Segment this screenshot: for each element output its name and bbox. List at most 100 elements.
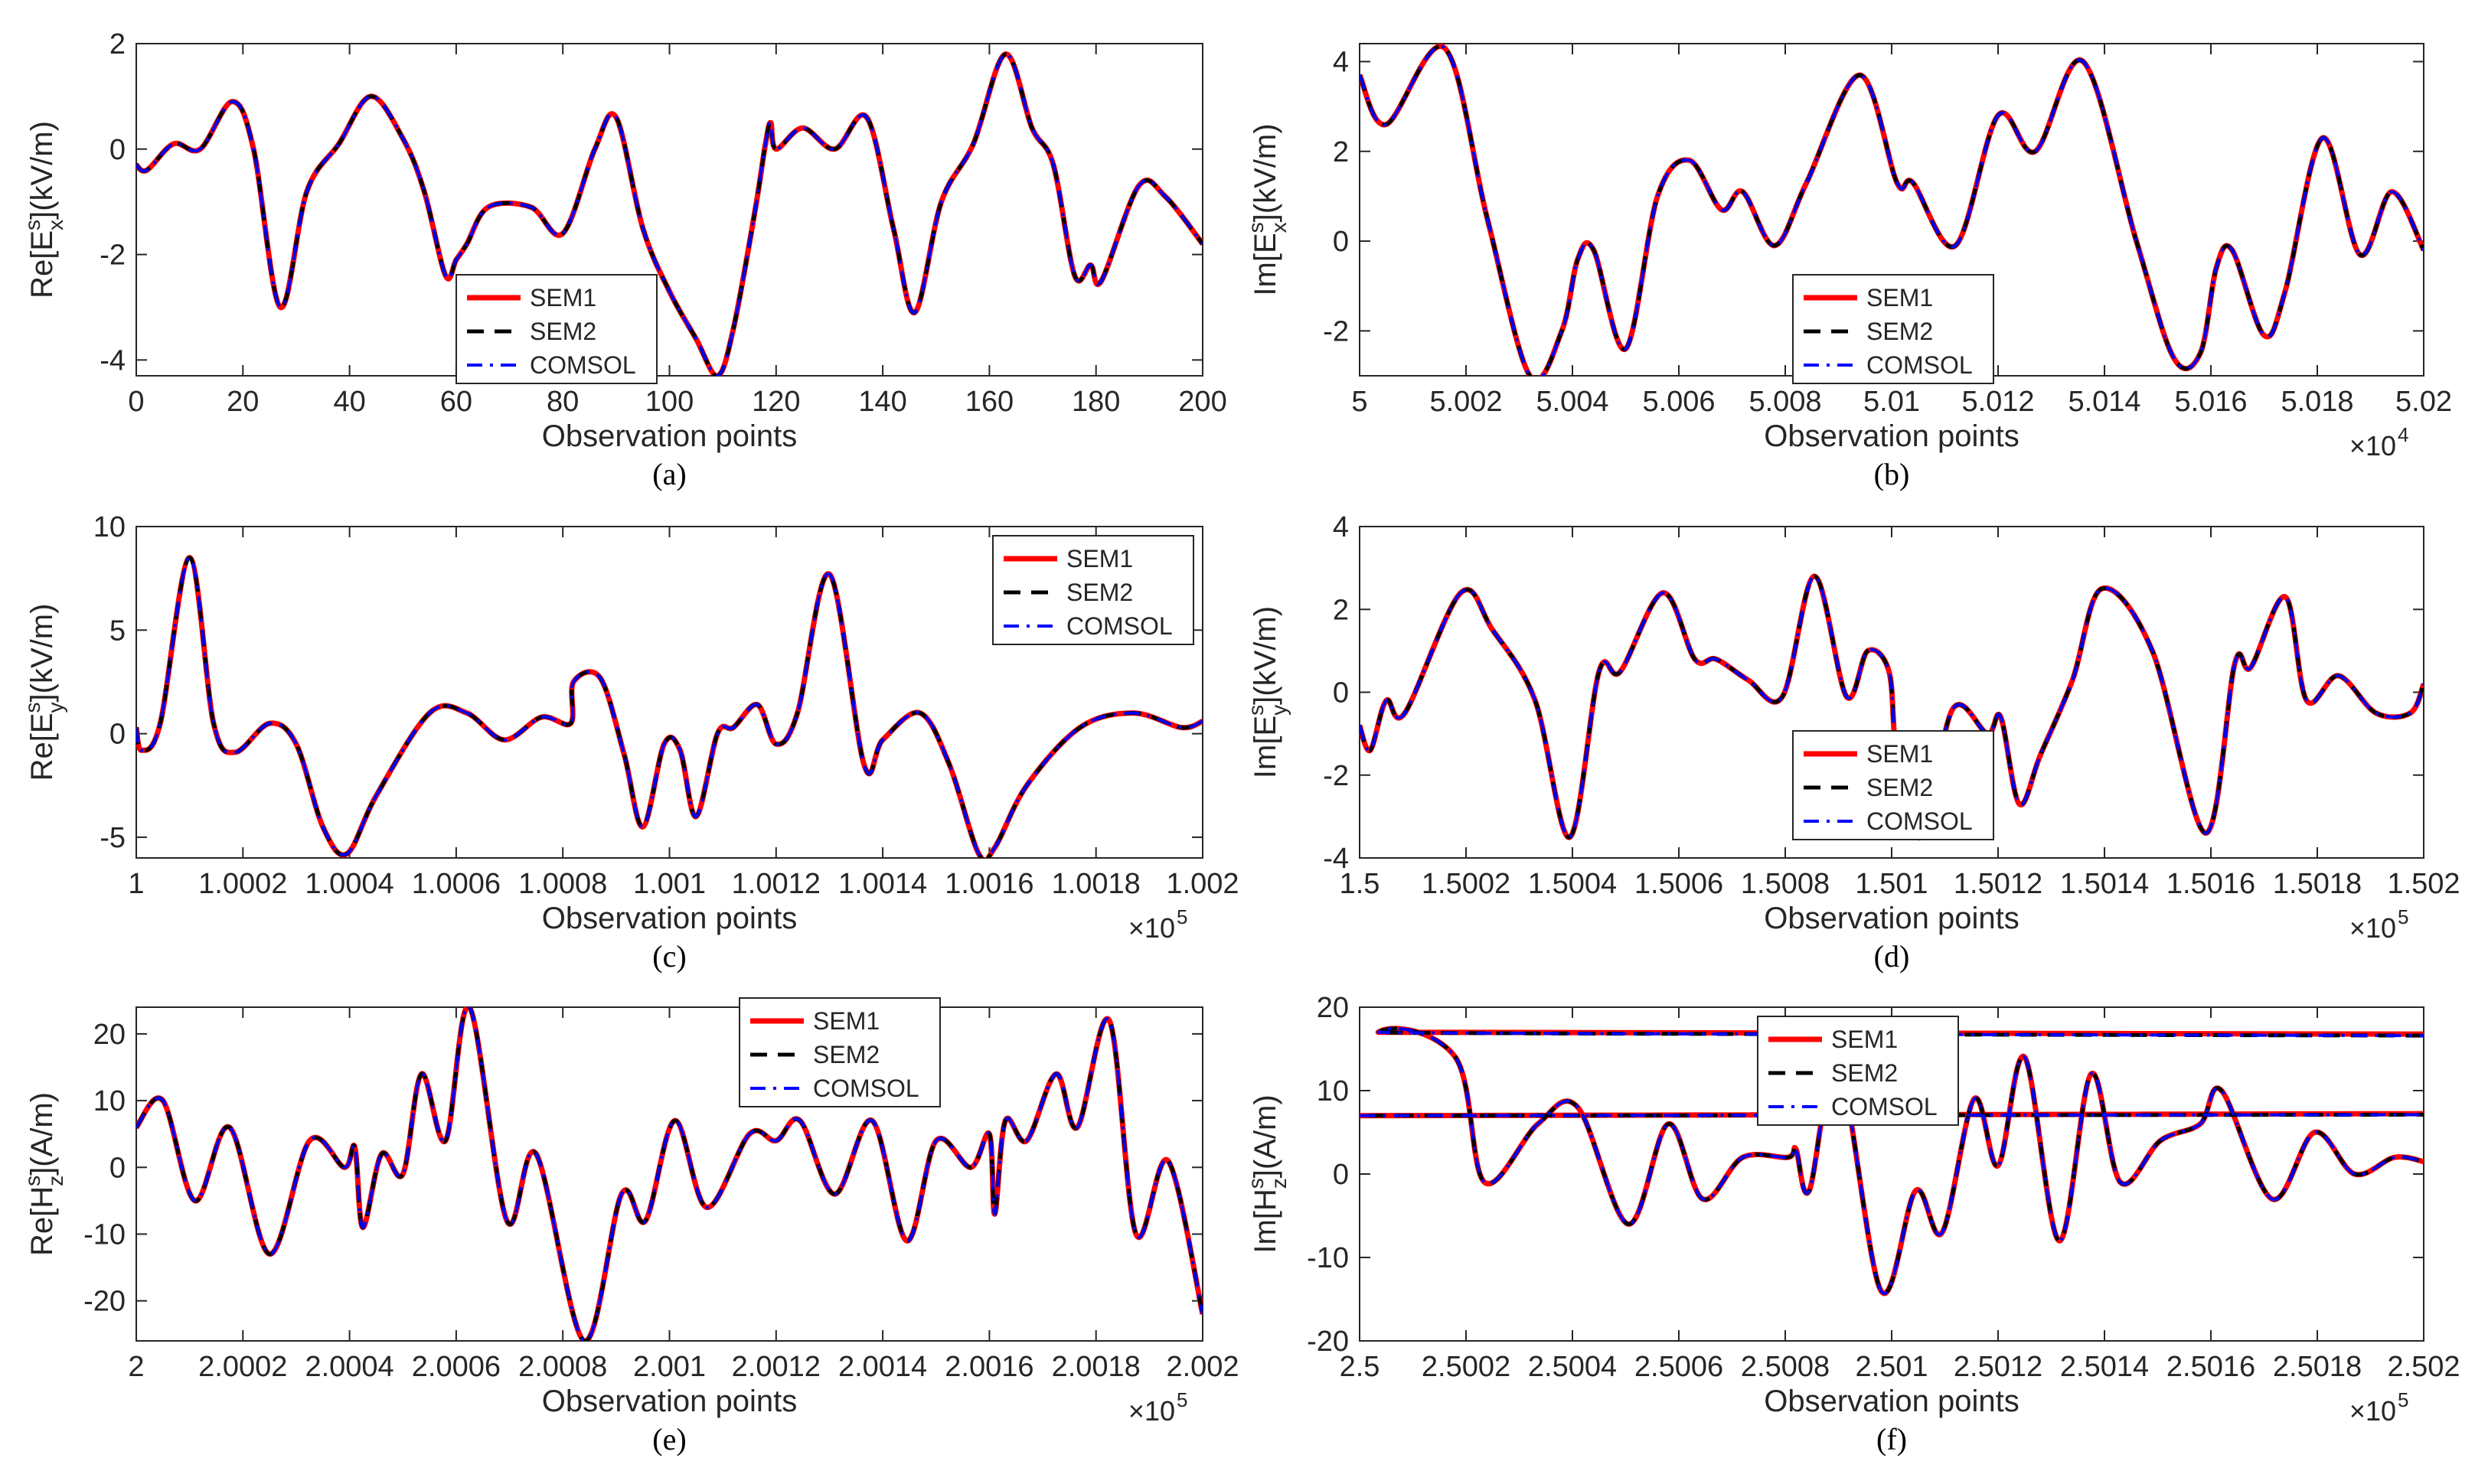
y-label-main: Im[H (1249, 1189, 1282, 1253)
panel-caption: (e) (652, 1422, 686, 1456)
x-tick-label: 1.5002 (1422, 868, 1510, 900)
legend-label: SEM2 (530, 318, 596, 345)
x-tick-label: 2.5006 (1634, 1351, 1723, 1383)
x-tick-label: 1.002 (1166, 868, 1239, 900)
y-label-sub: z (1267, 1178, 1291, 1189)
y-axis-label: Im[Hsz](A/m) (1244, 1094, 1291, 1253)
x-tick-label: 1.5 (1340, 868, 1380, 900)
x-tick-label: 2.0018 (1052, 1351, 1141, 1383)
y-tick-label: -4 (100, 344, 126, 377)
x-tick-label: 160 (965, 386, 1014, 418)
y-tick-label: 5 (109, 615, 126, 647)
panel-caption: (b) (1874, 457, 1910, 491)
legend-label: COMSOL (1066, 612, 1173, 640)
y-tick-label: 10 (93, 1085, 126, 1117)
panel-c: 1 1.0002 1.0004 1.0006 1.0008 1.001 1.0012 1.00… (21, 511, 1239, 974)
panel-caption: (d) (1874, 939, 1910, 974)
y-label-sub: y (44, 702, 67, 713)
x-tick-label: 1.0018 (1052, 868, 1141, 900)
x-tick-label: 1.5014 (2060, 868, 2149, 900)
y-label-sub: y (1267, 705, 1291, 716)
x-axis-label: Observation points (542, 902, 798, 935)
x-tick-label: 5.004 (1536, 386, 1608, 418)
x-multiplier: ×10 (1128, 1395, 1175, 1427)
y-tick-label: 0 (1333, 677, 1349, 709)
x-tick-label: 5.018 (2281, 386, 2353, 418)
y-tick-label: 10 (93, 511, 126, 543)
y-label-main: Im[E (1249, 716, 1282, 778)
y-axis-label: Re[Esx](kV/m) (21, 121, 67, 298)
y-tick-label: -10 (1307, 1242, 1349, 1274)
y-axis-label: Re[Esy](kV/m) (21, 604, 67, 781)
x-tick-label: 2.5008 (1741, 1351, 1830, 1383)
series-line-comsol (136, 1007, 1203, 1341)
legend-label: COMSOL (813, 1075, 919, 1102)
panel-caption: (a) (652, 457, 686, 491)
y-tick-label: 4 (1333, 511, 1349, 543)
x-tick-label: 2.502 (2387, 1351, 2460, 1383)
x-tick-label: 1.0012 (732, 868, 821, 900)
legend-label: COMSOL (1866, 351, 1973, 379)
y-label-main: Re[H (25, 1186, 59, 1256)
x-tick-label: 1.5016 (2166, 868, 2255, 900)
legend-box (455, 274, 658, 384)
x-tick-label: 100 (645, 386, 694, 418)
x-tick-label: 20 (227, 386, 259, 418)
y-label-sup: s (1244, 705, 1268, 716)
y-label-main: Re[E (25, 713, 59, 781)
y-label-tail: ](A/m) (25, 1092, 59, 1176)
legend-box (1792, 274, 1994, 384)
x-tick-label: 40 (333, 386, 365, 418)
x-tick-label: 80 (547, 386, 579, 418)
series-line-sem2 (1360, 44, 2424, 376)
x-tick-label: 2.5004 (1528, 1351, 1617, 1383)
y-tick-label: -10 (83, 1218, 126, 1251)
x-multiplier-exponent: 5 (1177, 1388, 1187, 1411)
y-label-tail: ](kV/m) (1249, 606, 1282, 705)
y-tick-label: 10 (1317, 1075, 1349, 1107)
y-tick-label: -2 (1323, 315, 1349, 347)
panel-f: 2.5 2.5002 2.5004 2.5006 2.5008 2.501 2.5012 2.… (1244, 992, 2460, 1456)
x-tick-label: 5.01 (1863, 386, 1920, 418)
legend-box (992, 535, 1194, 645)
x-axis-label: Observation points (1764, 902, 2020, 935)
y-tick-label: -20 (83, 1286, 126, 1318)
series-line-comsol (1360, 44, 2424, 376)
x-tick-label: 5.014 (2068, 386, 2140, 418)
y-label-tail: ](A/m) (1249, 1094, 1282, 1178)
x-tick-label: 5 (1351, 386, 1367, 418)
x-multiplier-exponent: 5 (2398, 905, 2408, 928)
x-axis-label: Observation points (1764, 419, 2020, 453)
legend-label: COMSOL (530, 351, 636, 379)
x-tick-label: 120 (752, 386, 800, 418)
x-tick-label: 2.0016 (945, 1351, 1033, 1383)
legend-label: COMSOL (1866, 807, 1973, 835)
legend-box (739, 997, 941, 1107)
y-label-tail: ](kV/m) (25, 121, 59, 220)
x-tick-label: 2.0014 (838, 1351, 927, 1383)
y-tick-label: 20 (1317, 992, 1349, 1024)
x-tick-label: 5.006 (1642, 386, 1715, 418)
y-label-sub: x (1267, 222, 1291, 233)
y-tick-label: 0 (1333, 226, 1349, 258)
y-tick-label: 2 (109, 28, 126, 60)
legend: SEM1 SEM2 COMSOL (455, 274, 658, 384)
x-tick-label: 180 (1072, 386, 1120, 418)
x-tick-label: 1.501 (1855, 868, 1928, 900)
x-tick-label: 2.0008 (518, 1351, 607, 1383)
panel-caption: (c) (652, 939, 686, 974)
x-multiplier: ×10 (2349, 912, 2396, 944)
x-tick-label: 2 (128, 1351, 144, 1383)
x-tick-label: 2.001 (633, 1351, 706, 1383)
x-tick-label: 1.0016 (945, 868, 1033, 900)
panel-e: 2 2.0002 2.0004 2.0006 2.0008 2.001 2.0012 2.00… (21, 997, 1239, 1456)
x-tick-label: 1.5008 (1741, 868, 1830, 900)
x-axis-label: Observation points (1764, 1385, 2020, 1418)
panel-caption: (f) (1876, 1422, 1907, 1456)
y-tick-label: 0 (109, 719, 126, 751)
y-tick-label: -2 (1323, 760, 1349, 792)
legend-label: COMSOL (1831, 1093, 1938, 1120)
x-tick-label: 2.0002 (198, 1351, 287, 1383)
y-tick-label: 0 (109, 134, 126, 166)
x-tick-label: 5.002 (1429, 386, 1502, 418)
